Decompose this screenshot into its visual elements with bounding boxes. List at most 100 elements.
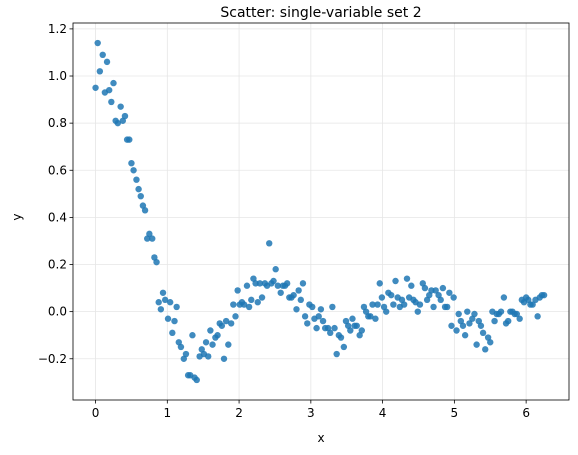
data-point bbox=[128, 159, 135, 167]
data-point bbox=[313, 324, 320, 332]
data-point bbox=[133, 176, 140, 183]
data-point bbox=[277, 289, 284, 296]
data-point bbox=[295, 287, 302, 294]
x-tick-label: 5 bbox=[451, 406, 459, 420]
x-axis-ticks: 0 1 2 3 4 5 6 bbox=[92, 400, 530, 420]
data-point bbox=[248, 296, 255, 304]
data-point bbox=[225, 341, 232, 348]
data-point bbox=[337, 334, 345, 341]
data-point bbox=[464, 308, 471, 315]
data-point bbox=[103, 58, 111, 66]
data-point bbox=[416, 301, 424, 308]
data-point bbox=[92, 84, 99, 91]
data-point bbox=[504, 317, 512, 325]
data-point bbox=[459, 322, 467, 329]
data-point bbox=[96, 68, 104, 75]
data-point bbox=[166, 299, 174, 306]
data-point bbox=[207, 327, 214, 334]
data-point bbox=[367, 313, 374, 320]
x-axis-label: x bbox=[317, 431, 324, 445]
data-point bbox=[443, 303, 451, 311]
data-point bbox=[202, 339, 210, 346]
data-point bbox=[266, 240, 273, 247]
y-axis-ticks: −0.2 0.0 0.2 0.4 0.6 0.8 1.0 1.2 bbox=[38, 22, 73, 366]
data-point bbox=[315, 313, 322, 320]
data-point bbox=[327, 329, 334, 337]
data-point bbox=[293, 306, 300, 313]
data-points bbox=[92, 39, 548, 384]
data-point bbox=[205, 353, 212, 360]
data-point bbox=[482, 346, 489, 353]
data-point bbox=[331, 324, 338, 332]
data-point bbox=[135, 185, 142, 193]
data-point bbox=[477, 322, 485, 329]
data-point bbox=[161, 296, 169, 304]
data-point bbox=[446, 289, 453, 296]
data-point bbox=[171, 317, 178, 325]
data-point bbox=[130, 167, 137, 174]
data-point bbox=[461, 332, 469, 339]
data-point bbox=[230, 301, 237, 308]
data-point bbox=[290, 291, 297, 299]
data-point bbox=[421, 284, 429, 292]
data-point bbox=[376, 280, 383, 287]
data-point bbox=[340, 343, 348, 351]
data-point bbox=[299, 280, 307, 287]
data-point bbox=[390, 301, 397, 308]
plot-frame bbox=[72, 22, 570, 401]
x-tick-label: 0 bbox=[92, 406, 100, 420]
data-point bbox=[146, 230, 153, 238]
data-point bbox=[297, 296, 304, 304]
y-tick-label: 0.6 bbox=[48, 163, 67, 177]
data-point bbox=[99, 51, 106, 59]
data-point bbox=[272, 266, 279, 273]
data-point bbox=[392, 277, 399, 285]
data-point bbox=[169, 329, 176, 337]
data-point bbox=[491, 317, 498, 325]
y-tick-label: 1.2 bbox=[48, 22, 67, 36]
data-point bbox=[94, 39, 101, 47]
data-point bbox=[193, 376, 200, 384]
data-point bbox=[256, 280, 264, 287]
data-point bbox=[540, 291, 548, 299]
data-point bbox=[388, 291, 395, 299]
data-point bbox=[155, 299, 162, 306]
data-point bbox=[353, 322, 360, 329]
data-point bbox=[369, 301, 376, 308]
data-point bbox=[400, 301, 408, 308]
data-point bbox=[149, 235, 156, 242]
chart-title: Scatter: single-variable set 2 bbox=[220, 5, 421, 21]
data-point bbox=[450, 294, 457, 301]
data-point bbox=[333, 350, 340, 358]
data-point bbox=[157, 306, 165, 313]
data-point bbox=[304, 320, 311, 327]
data-point bbox=[347, 327, 354, 334]
y-tick-label: 0.8 bbox=[48, 116, 67, 130]
data-point bbox=[254, 299, 261, 306]
data-point bbox=[108, 98, 115, 106]
data-point bbox=[473, 341, 480, 348]
data-point bbox=[137, 192, 144, 200]
x-tick-label: 6 bbox=[522, 406, 530, 420]
data-point bbox=[274, 282, 282, 289]
data-point bbox=[105, 86, 113, 94]
data-point bbox=[218, 322, 226, 329]
data-point bbox=[516, 315, 523, 322]
data-point bbox=[220, 355, 228, 362]
data-point bbox=[358, 327, 365, 334]
data-point bbox=[234, 287, 241, 294]
data-point bbox=[222, 317, 230, 325]
data-point bbox=[500, 294, 508, 301]
data-point bbox=[209, 341, 216, 348]
data-point bbox=[283, 280, 291, 287]
data-point bbox=[329, 303, 336, 311]
y-axis-label: y bbox=[10, 213, 24, 220]
data-point bbox=[414, 308, 421, 315]
data-point bbox=[126, 136, 133, 143]
y-tick-label: −0.2 bbox=[38, 352, 67, 366]
data-point bbox=[437, 296, 444, 304]
data-point bbox=[141, 207, 149, 214]
data-point bbox=[374, 301, 381, 308]
